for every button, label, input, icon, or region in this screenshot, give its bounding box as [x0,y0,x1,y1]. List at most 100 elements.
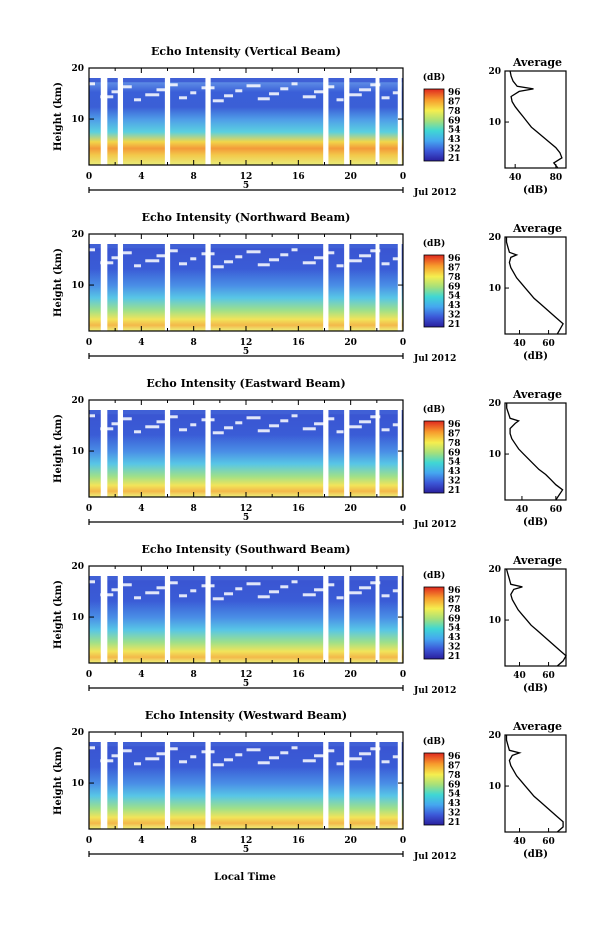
profile-y-tick-label: 20 [488,67,501,77]
speckle [381,760,390,764]
data-gap [164,68,171,165]
data-gap [205,68,211,165]
speckle [89,746,95,750]
data-gap [164,400,171,497]
x-tick-label: 0 [86,836,92,846]
x-tick-label: 0 [400,504,406,514]
data-gap [117,566,124,663]
data-gap [344,234,350,331]
data-gap [205,732,211,829]
speckle [347,93,362,97]
x-tick-label: 0 [86,338,92,348]
speckle [291,82,298,86]
y-tick-label: 10 [71,613,84,623]
profile-x-tick-label: 40 [513,837,526,847]
profile-x-tick-label: 80 [550,173,563,183]
profile-title: Average [512,720,562,733]
speckle [392,589,399,593]
speckle [359,752,372,756]
speckle [122,417,132,421]
speckle [190,755,197,759]
colorbar [423,752,445,826]
speckle [269,424,280,428]
speckle [89,580,95,584]
profile-line [505,568,567,667]
speckle [392,91,399,95]
speckle [235,421,243,425]
speckle [224,758,234,762]
colorbar-tick-label: 43 [448,633,461,643]
speckle [111,588,123,592]
speckle [314,90,326,94]
x-tick-label: 8 [191,338,197,348]
speckle [190,423,197,427]
speckle [280,419,289,423]
speckle [179,760,188,764]
y-axis-label: Height (km) [53,746,64,815]
data-gap [375,234,380,331]
x-tick-label: 20 [344,504,357,514]
day-marker: 5 [243,347,249,357]
colorbar-label: (dB) [423,570,445,581]
profile-y-tick-label: 20 [488,565,501,575]
day-marker: 5 [243,181,249,191]
speckle [325,85,335,89]
x-tick-label: 20 [344,172,357,182]
profile-y-tick-label: 10 [488,782,501,792]
speckle [246,748,261,752]
speckle [167,747,178,751]
speckle [257,761,270,765]
colorbar [423,254,445,328]
panel-1: Echo Intensity (Northward Beam) 20 10 Heigh… [53,211,567,364]
data-gap [117,732,124,829]
profile-y-tick-label: 10 [488,616,501,626]
speckle [269,92,280,96]
speckle [392,257,399,261]
date-label: Jul 2012 [413,354,456,364]
speckle [257,97,270,101]
speckle [280,585,289,589]
profile-frame [504,568,567,667]
data-gap [344,566,350,663]
colorbar-tick-label: 32 [448,477,461,487]
speckle [370,415,381,419]
data-gap [397,400,402,497]
speckle [224,260,234,264]
speckle [302,261,316,265]
speckle [336,596,344,600]
data-gap [375,68,380,165]
speckle [190,589,197,593]
profile-frame [504,734,567,833]
colorbar-tick-label: 87 [448,761,461,771]
speckle [302,759,316,763]
speckle [370,747,381,751]
colorbar-tick-label: 78 [448,605,461,615]
profile-line [505,735,564,833]
speckle [359,88,372,92]
panel-title: Echo Intensity (Southward Beam) [142,543,351,556]
data-gap [397,68,402,165]
colorbar-tick-label: 54 [448,624,461,634]
y-axis-label: Height (km) [53,248,64,317]
profile-x-tick-label: 60 [542,339,555,349]
colorbar-tick-label: 21 [448,320,461,330]
panel-0: Echo Intensity (Vertical Beam) 20 10 Height… [53,45,567,198]
data-gap [323,732,329,829]
profile-line [509,70,563,169]
speckle [325,251,335,255]
profile-x-tick-label: 60 [542,837,555,847]
speckle [381,594,390,598]
colorbar-tick-label: 96 [448,88,461,98]
speckle [89,248,95,252]
colorbar-tick-label: 43 [448,301,461,311]
data-gap [323,400,329,497]
colorbar-tick-label: 32 [448,809,461,819]
speckle [359,420,372,424]
speckle [179,96,188,100]
speckle [179,594,188,598]
speckle [122,749,132,753]
colorbar-tick-label: 87 [448,595,461,605]
speckle [212,99,224,103]
colorbar-tick-label: 21 [448,154,461,164]
speckle [89,82,95,86]
